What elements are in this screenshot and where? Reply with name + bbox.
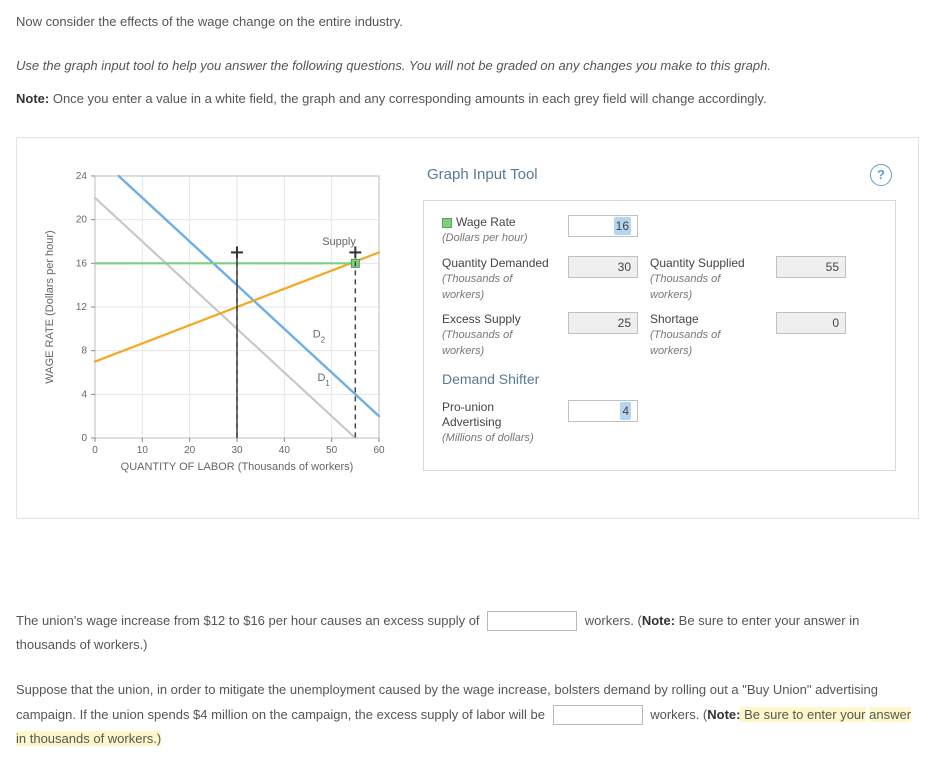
wage-rate-label: Wage Rate (Dollars per hour): [442, 215, 556, 246]
legend-swatch-icon: [442, 218, 452, 228]
qty-supplied-value: 55: [776, 256, 846, 278]
svg-text:40: 40: [279, 445, 291, 456]
svg-text:4: 4: [81, 389, 87, 400]
qty-demanded-label: Quantity Demanded (Thousands of workers): [442, 256, 556, 303]
note-prefix: Note:: [16, 91, 49, 106]
svg-text:60: 60: [373, 445, 385, 456]
wage-rate-input[interactable]: 16: [568, 215, 638, 237]
labor-market-chart[interactable]: 0 10 20 30 40 50 60 0 4 8 12 16 20 24 QUANTITY OF LABO…: [31, 162, 403, 494]
chart-container[interactable]: 0 10 20 30 40 50 60 0 4 8 12 16 20 24 QUANTITY OF LABO…: [31, 162, 403, 494]
svg-text:WAGE RATE (Dollars per hour): WAGE RATE (Dollars per hour): [44, 230, 56, 383]
svg-text:16: 16: [76, 258, 88, 269]
svg-text:50: 50: [326, 445, 338, 456]
tool-box: Wage Rate (Dollars per hour) 16 Quantity…: [423, 200, 896, 471]
svg-text:20: 20: [76, 214, 88, 225]
help-icon[interactable]: ?: [870, 164, 892, 186]
svg-text:0: 0: [81, 433, 87, 444]
intro-text: Now consider the effects of the wage cha…: [16, 12, 919, 32]
q1-answer-input[interactable]: [487, 611, 577, 631]
instruction-italic: Use the graph input tool to help you ans…: [16, 56, 919, 76]
excess-value: 25: [568, 312, 638, 334]
svg-text:Supply: Supply: [322, 235, 356, 247]
q2-answer-input[interactable]: [553, 705, 643, 725]
qty-demanded-value: 30: [568, 256, 638, 278]
svg-text:30: 30: [231, 445, 243, 456]
question-1: The union's wage increase from $12 to $1…: [16, 609, 919, 658]
svg-text:QUANTITY OF LABOR (Thousands o: QUANTITY OF LABOR (Thousands of workers): [121, 461, 354, 473]
main-panel: 010203040506004812162024QUANTITY OF LABO…: [16, 137, 919, 519]
advertising-input[interactable]: 4: [568, 400, 638, 422]
note-body: Once you enter a value in a white field,…: [49, 91, 766, 106]
shortage-label: Shortage (Thousands of workers): [650, 312, 764, 359]
qty-supplied-label: Quantity Supplied (Thousands of workers): [650, 256, 764, 303]
svg-text:8: 8: [81, 345, 87, 356]
note-line: Note: Once you enter a value in a white …: [16, 89, 919, 109]
svg-text:24: 24: [76, 171, 88, 182]
excess-label: Excess Supply (Thousands of workers): [442, 312, 556, 359]
svg-text:10: 10: [137, 445, 149, 456]
question-2: Suppose that the union, in order to miti…: [16, 678, 919, 752]
tool-title: Graph Input Tool: [427, 164, 538, 187]
demand-shifter-title: Demand Shifter: [442, 369, 877, 390]
svg-text:0: 0: [92, 445, 98, 456]
graph-input-tool: Graph Input Tool ? Wage Rate (Dollars pe…: [423, 162, 896, 494]
shortage-value: 0: [776, 312, 846, 334]
advertising-label: Pro-union Advertising (Millions of dolla…: [442, 400, 556, 446]
svg-text:12: 12: [76, 302, 88, 313]
svg-text:20: 20: [184, 445, 196, 456]
